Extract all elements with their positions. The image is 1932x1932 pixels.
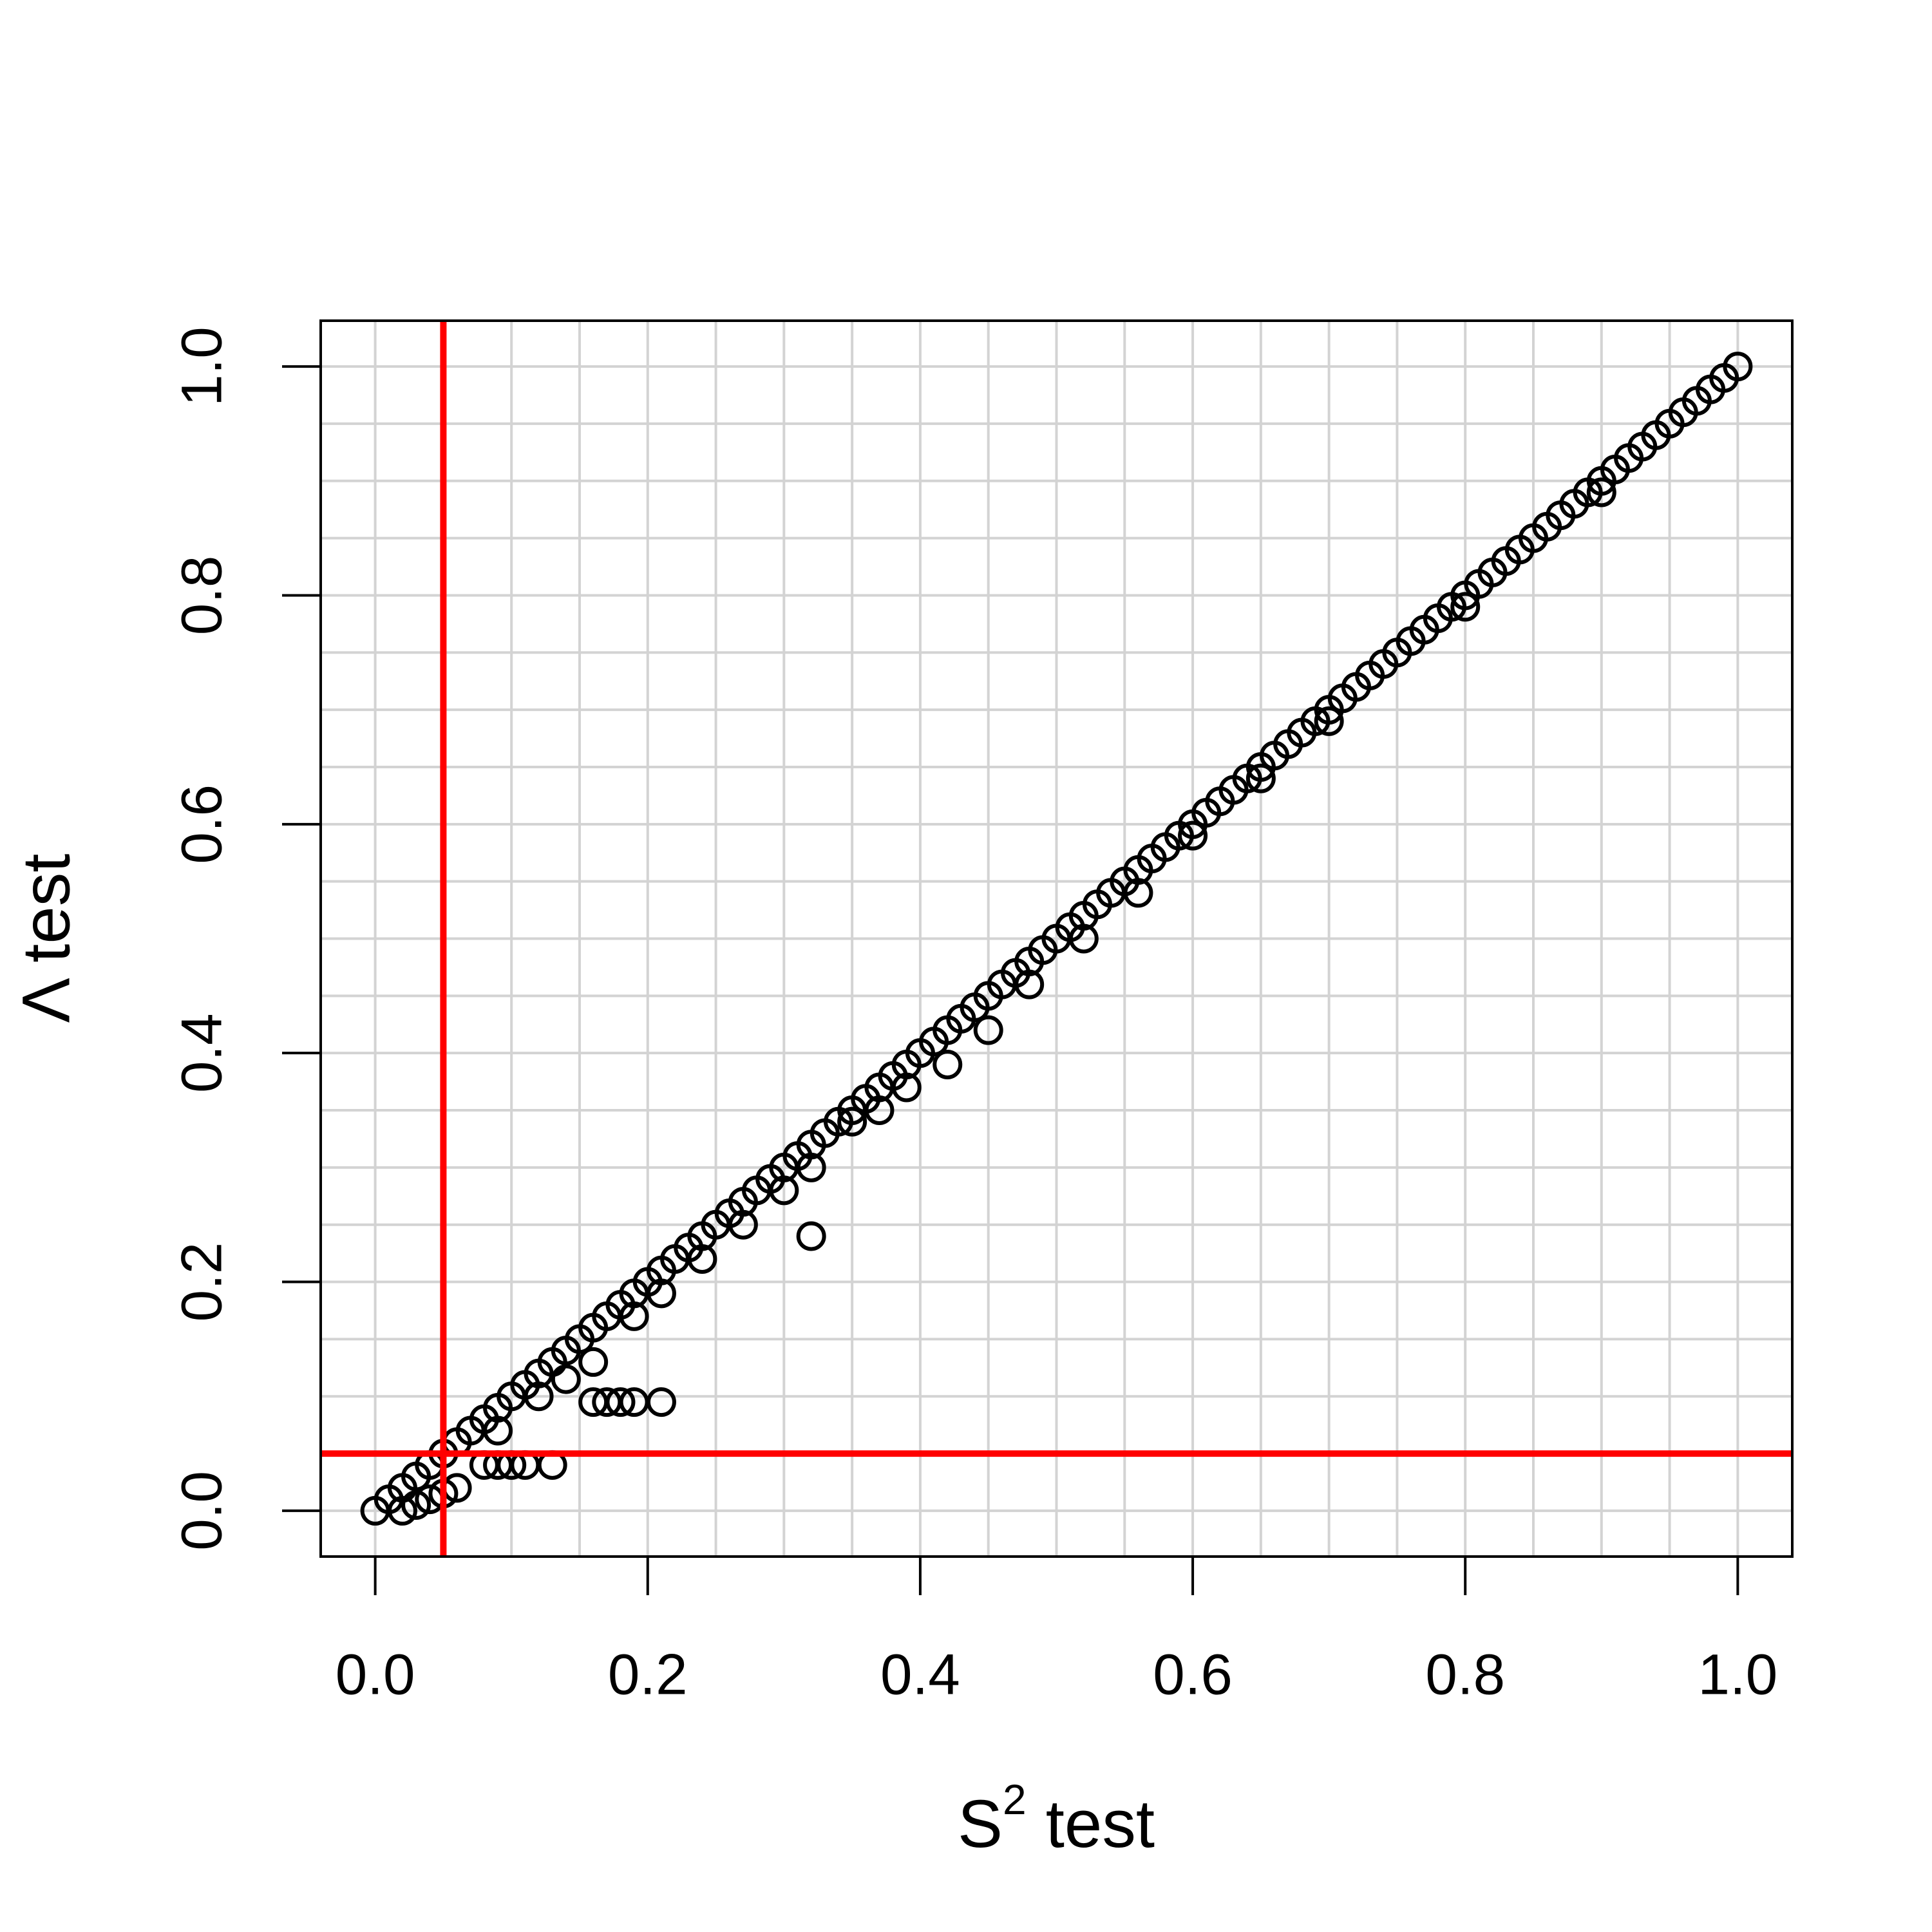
y-tick-label: 0.2 — [169, 1242, 234, 1322]
point — [551, 1364, 581, 1394]
x-axis-title: S2 test — [958, 1776, 1155, 1861]
point — [1178, 820, 1208, 851]
y-tick-label: 1.0 — [169, 327, 234, 406]
point — [1586, 477, 1616, 507]
point — [646, 1387, 676, 1417]
x-tick-label: 0.8 — [1425, 1642, 1505, 1707]
plot-frame — [319, 319, 1794, 1558]
x-title-superscript: 2 — [1003, 1776, 1027, 1823]
x-tick-label: 1.0 — [1698, 1642, 1778, 1707]
point — [1314, 706, 1344, 736]
x-title-base: S — [958, 1786, 1003, 1862]
point — [837, 1106, 867, 1137]
point — [1245, 763, 1276, 793]
reference-lines — [321, 321, 1792, 1557]
points — [360, 352, 1753, 1526]
point — [401, 1490, 431, 1520]
point — [1123, 878, 1153, 908]
y-tick-label: 0.0 — [169, 1471, 234, 1551]
point — [864, 1095, 895, 1126]
x-title-rest: test — [1046, 1786, 1155, 1862]
point — [891, 1072, 922, 1103]
y-tick-label: 0.6 — [169, 784, 234, 864]
point — [1068, 923, 1099, 954]
x-tick-label: 0.0 — [336, 1642, 415, 1707]
x-tick-label: 0.6 — [1153, 1642, 1233, 1707]
x-tick-label: 0.4 — [880, 1642, 960, 1707]
y-tick-label: 0.8 — [169, 556, 234, 636]
y-axis-title: Λ test — [9, 854, 84, 1023]
point — [605, 1387, 636, 1417]
x-tick-label: 0.2 — [608, 1642, 688, 1707]
point — [796, 1152, 826, 1182]
point — [796, 1221, 826, 1251]
point — [973, 1015, 1003, 1045]
point — [1014, 969, 1045, 999]
point — [933, 1049, 963, 1079]
axes: 0.0 0.2 0.4 0.6 0.8 1.0 0.0 0.2 0.4 0.6 0.8 1.0 — [169, 319, 1794, 1707]
point — [483, 1416, 513, 1446]
point — [728, 1209, 758, 1240]
point — [578, 1347, 609, 1377]
point — [524, 1381, 554, 1412]
point — [687, 1244, 717, 1274]
point — [1723, 352, 1753, 382]
point — [387, 1495, 417, 1526]
point — [646, 1278, 676, 1309]
point — [619, 1301, 649, 1331]
point — [1450, 592, 1481, 622]
point — [769, 1175, 799, 1206]
y-tick-label: 0.4 — [169, 1013, 234, 1093]
